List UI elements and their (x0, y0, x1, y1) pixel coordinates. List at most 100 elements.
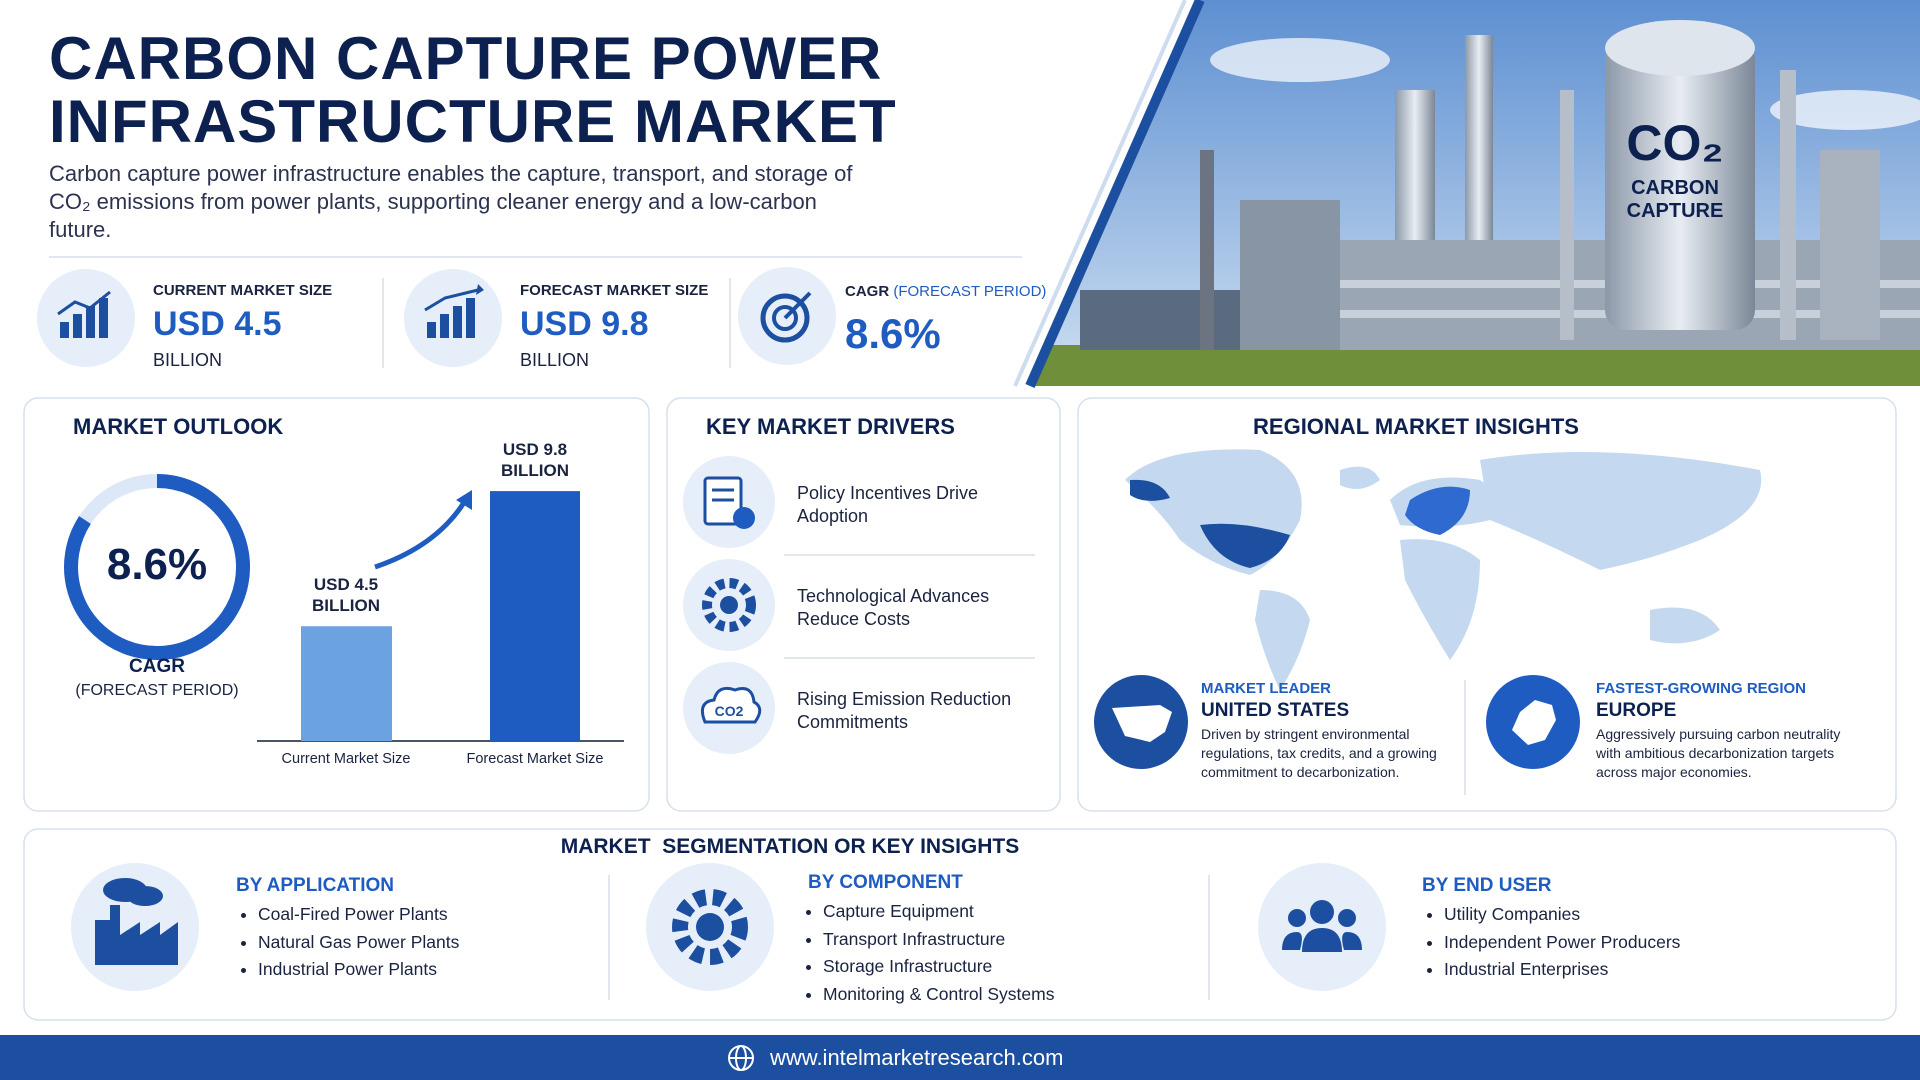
shape (1310, 900, 1334, 924)
group-item: Coal-Fired Power Plants (258, 901, 459, 929)
shape (1200, 150, 1214, 350)
stat-label: CAGR (FORECAST PERIOD) (845, 283, 1046, 300)
shape (1820, 150, 1880, 340)
stat-value: USD 9.8 (520, 305, 649, 343)
bar (490, 491, 580, 741)
bars (301, 491, 580, 741)
stat-unit: BILLION (153, 350, 223, 370)
shape (1780, 70, 1796, 340)
graphics: CO₂ CARBON CAPTURE CO2 (23, 0, 1920, 1021)
shape (466, 298, 475, 338)
shape (1650, 607, 1720, 644)
group-item: Industrial Enterprises (1444, 956, 1680, 984)
shape (60, 322, 69, 338)
group-list: Coal-Fired Power Plants Natural Gas Powe… (236, 901, 459, 984)
footer-url[interactable]: www.intelmarketresearch.com (770, 1045, 1064, 1070)
shape (1560, 90, 1574, 340)
title: CARBON CAPTURE POWER (49, 25, 883, 92)
photo-stripe (1013, 0, 1187, 387)
stat-value: 8.6% (845, 310, 941, 357)
cagr-note: (FORECAST PERIOD) (75, 682, 239, 699)
shape (95, 905, 178, 965)
group-title: BY APPLICATION (236, 875, 394, 896)
shape (427, 322, 436, 338)
shape (1282, 932, 1302, 950)
region-icon (1094, 675, 1188, 769)
shape (701, 686, 762, 724)
hero-photo: CO₂ CARBON CAPTURE (1030, 0, 1920, 386)
shape (1240, 200, 1340, 350)
shape (127, 886, 163, 906)
stat-icon (738, 267, 836, 365)
region-tag: MARKET LEADER (1201, 680, 1331, 697)
growth-arrow (456, 490, 472, 510)
photo-stripe (1025, 0, 1205, 389)
shape (720, 596, 738, 614)
segment-icon (646, 863, 774, 991)
cagr-value: 8.6% (106, 540, 208, 589)
driver-text: Policy Incentives Drive Adoption (797, 483, 979, 526)
shape (57, 290, 111, 316)
shape (1400, 539, 1480, 660)
badge-formula: CO₂ (1626, 115, 1723, 171)
shape (1480, 452, 1762, 570)
group-list: Capture Equipment Transport Infrastructu… (801, 898, 1054, 1008)
description: Carbon capture power infrastructure enab… (49, 161, 853, 242)
region-name: EUROPE (1596, 700, 1677, 721)
growth-arrow (374, 494, 471, 570)
bar-value-label: USD 4.5 BILLION (312, 575, 380, 616)
group-item: Storage Infrastructure (823, 953, 1054, 981)
group-list: Utility Companies Independent Power Prod… (1422, 901, 1680, 984)
category-label: Current Market Size (281, 751, 411, 767)
donut-ring (64, 474, 250, 660)
panel-title: MARKET SEGMENTATION OR KEY INSIGHTS (560, 835, 1020, 858)
shape (99, 298, 108, 338)
segment-icon (1258, 863, 1386, 991)
shape (696, 913, 724, 941)
shape (453, 306, 462, 338)
shape (1302, 928, 1342, 952)
driver-icon (683, 456, 775, 548)
panel-title: REGIONAL MARKET INSIGHTS (1253, 414, 1579, 439)
group-title: BY COMPONENT (808, 872, 963, 893)
shape (1605, 40, 1755, 330)
world-map (1125, 449, 1762, 690)
shape (672, 889, 748, 965)
group-item: Industrial Power Plants (258, 956, 459, 984)
shape (1112, 705, 1172, 742)
shape (424, 288, 479, 312)
region-icon (1486, 675, 1580, 769)
stat-label: FORECAST MARKET SIZE (520, 282, 709, 299)
bar-value-label: USD 9.8 BILLION (501, 440, 569, 481)
shape (1340, 466, 1380, 489)
globe-icon (728, 1045, 754, 1071)
shape (783, 291, 812, 320)
shape (1030, 345, 1920, 386)
panel (23, 828, 1897, 1021)
shape (760, 293, 810, 343)
shape (1080, 290, 1240, 350)
stat-label: CURRENT MARKET SIZE (153, 282, 333, 299)
region-name: UNITED STATES (1201, 700, 1350, 721)
group-item: Utility Companies (1444, 901, 1680, 929)
shape (1512, 700, 1556, 745)
shape (1770, 90, 1920, 130)
category-label: Forecast Market Size (466, 751, 604, 767)
badge-line: CAPTURE (1627, 200, 1724, 222)
shape (1258, 863, 1386, 991)
shape (1210, 38, 1390, 82)
shape (1342, 932, 1362, 950)
segment-icon (71, 863, 199, 991)
stat-icon (404, 269, 502, 367)
shape (702, 578, 756, 632)
shape: CO2 (715, 703, 744, 719)
stat-icon (37, 269, 135, 367)
stat-value: USD 4.5 (153, 305, 282, 343)
shape (1605, 20, 1755, 76)
stat-label-note: (FORECAST PERIOD) (893, 283, 1047, 300)
shape (1288, 909, 1306, 927)
region-text: Driven by stringent environmental regula… (1201, 726, 1437, 780)
shape (1130, 479, 1170, 501)
shape (772, 305, 798, 331)
